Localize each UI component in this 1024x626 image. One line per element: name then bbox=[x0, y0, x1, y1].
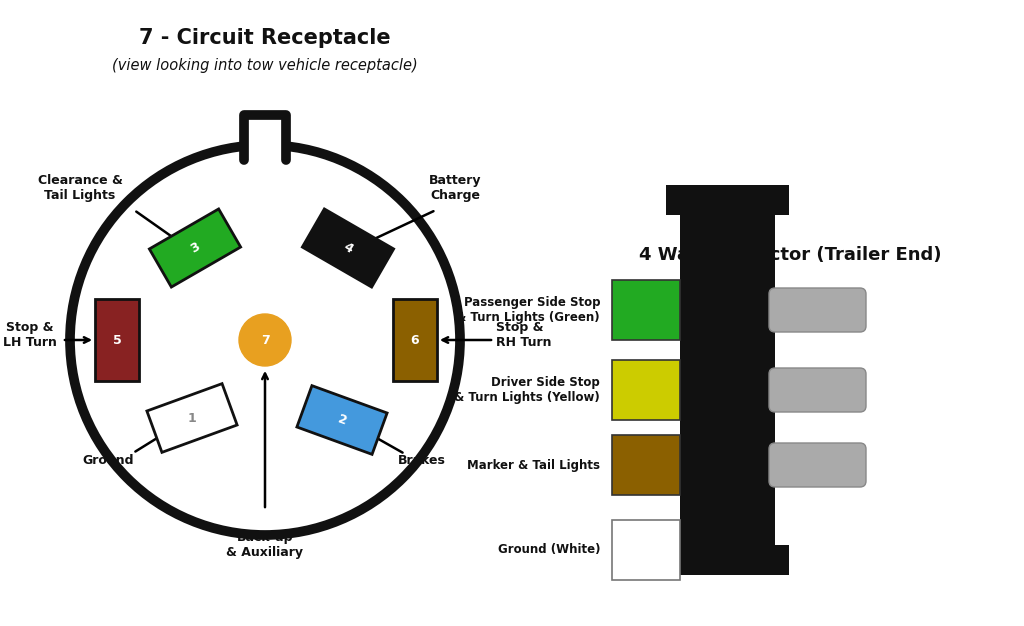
Polygon shape bbox=[612, 280, 680, 340]
Text: Ground (White): Ground (White) bbox=[498, 543, 600, 557]
FancyBboxPatch shape bbox=[769, 288, 866, 332]
Text: Stop &
RH Turn: Stop & RH Turn bbox=[496, 321, 552, 349]
Polygon shape bbox=[393, 299, 437, 381]
FancyBboxPatch shape bbox=[769, 368, 866, 412]
Polygon shape bbox=[680, 185, 775, 575]
Text: 1: 1 bbox=[187, 411, 197, 424]
Text: 4: 4 bbox=[341, 240, 355, 256]
Polygon shape bbox=[150, 209, 241, 287]
Text: Driver Side Stop
& Turn Lights (Yellow): Driver Side Stop & Turn Lights (Yellow) bbox=[455, 376, 600, 404]
FancyBboxPatch shape bbox=[769, 443, 866, 487]
Text: 7: 7 bbox=[261, 334, 269, 347]
Polygon shape bbox=[612, 435, 680, 495]
Text: Ground: Ground bbox=[82, 453, 134, 466]
Text: Clearance &
Tail Lights: Clearance & Tail Lights bbox=[38, 174, 123, 202]
Text: 3: 3 bbox=[188, 240, 202, 256]
Polygon shape bbox=[612, 520, 680, 580]
Polygon shape bbox=[146, 384, 238, 453]
Text: Back-up
& Auxiliary: Back-up & Auxiliary bbox=[226, 531, 303, 559]
Text: (view looking into tow vehicle receptacle): (view looking into tow vehicle receptacl… bbox=[112, 58, 418, 73]
Text: 4 Way Connector (Trailer End): 4 Way Connector (Trailer End) bbox=[639, 246, 941, 264]
Text: 5: 5 bbox=[113, 334, 122, 347]
Text: Passenger Side Stop
& Turn Lights (Green): Passenger Side Stop & Turn Lights (Green… bbox=[457, 296, 600, 324]
Polygon shape bbox=[95, 299, 139, 381]
Text: Battery
Charge: Battery Charge bbox=[429, 174, 481, 202]
Text: Brakes: Brakes bbox=[398, 453, 445, 466]
Circle shape bbox=[239, 314, 291, 366]
Polygon shape bbox=[666, 185, 790, 215]
Text: Stop &
LH Turn: Stop & LH Turn bbox=[3, 321, 57, 349]
Text: 6: 6 bbox=[411, 334, 419, 347]
Polygon shape bbox=[612, 360, 680, 420]
Polygon shape bbox=[244, 140, 286, 160]
Text: Marker & Tail Lights: Marker & Tail Lights bbox=[467, 458, 600, 471]
Text: 7 - Circuit Receptacle: 7 - Circuit Receptacle bbox=[139, 28, 391, 48]
Polygon shape bbox=[297, 386, 387, 454]
Polygon shape bbox=[666, 545, 790, 575]
Text: 2: 2 bbox=[336, 413, 348, 428]
Polygon shape bbox=[302, 209, 393, 287]
